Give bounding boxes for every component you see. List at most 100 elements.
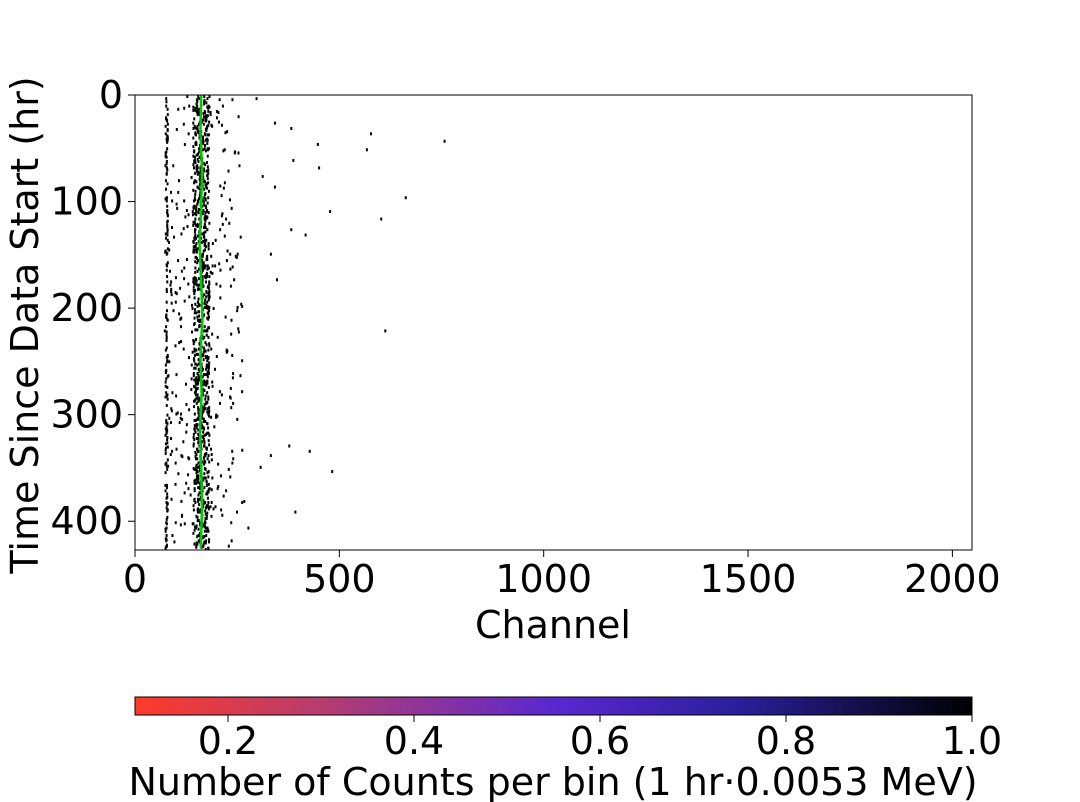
data-point	[200, 413, 203, 417]
data-point	[212, 307, 215, 311]
data-point	[192, 339, 195, 343]
data-point	[193, 340, 196, 344]
data-point	[207, 317, 210, 321]
data-point	[192, 245, 195, 249]
data-point	[203, 193, 206, 197]
data-point	[196, 476, 199, 480]
data-point	[174, 521, 177, 525]
data-point	[195, 167, 198, 171]
data-point	[213, 367, 216, 371]
data-point	[205, 210, 208, 214]
data-point	[164, 132, 167, 136]
data-point	[166, 280, 169, 284]
data-point	[197, 376, 200, 380]
data-point	[198, 464, 201, 468]
data-point	[206, 285, 209, 289]
data-point	[185, 402, 188, 406]
data-point	[193, 378, 196, 382]
data-point	[172, 309, 175, 313]
data-point	[207, 547, 210, 550]
data-point	[237, 151, 240, 155]
data-point	[208, 120, 211, 124]
data-point	[205, 255, 208, 259]
data-point	[192, 240, 195, 244]
data-point	[177, 179, 180, 183]
data-point	[165, 500, 168, 504]
data-point	[205, 295, 208, 299]
data-point	[196, 470, 199, 474]
data-point	[205, 245, 208, 249]
data-point	[165, 104, 168, 108]
data-point	[170, 293, 173, 297]
data-point	[194, 328, 197, 332]
data-point	[241, 390, 244, 394]
data-point	[206, 216, 209, 220]
data-point	[166, 168, 169, 172]
data-point	[205, 333, 208, 337]
data-point	[196, 124, 199, 128]
data-point	[204, 394, 207, 398]
data-point	[203, 441, 206, 445]
data-point	[181, 417, 184, 421]
data-point	[225, 217, 228, 221]
data-point	[194, 260, 197, 264]
data-point	[192, 188, 195, 192]
data-point	[178, 341, 181, 345]
data-point	[193, 117, 196, 121]
data-point	[197, 283, 200, 287]
data-point	[198, 207, 201, 211]
data-point	[202, 118, 205, 122]
data-point	[198, 325, 201, 329]
data-point	[165, 166, 168, 170]
data-point	[205, 343, 208, 347]
data-point	[202, 420, 205, 423]
data-point	[205, 539, 208, 543]
data-point	[205, 534, 208, 538]
data-point	[214, 505, 217, 509]
data-point	[205, 447, 208, 451]
data-point	[166, 226, 169, 230]
data-point	[235, 255, 238, 259]
data-point	[196, 283, 199, 287]
data-point	[198, 147, 201, 151]
data-point	[196, 519, 199, 523]
data-point	[193, 487, 196, 491]
data-point	[206, 457, 209, 461]
data-point	[198, 481, 201, 485]
data-point	[195, 453, 198, 457]
data-point	[234, 254, 237, 258]
data-point	[193, 399, 196, 403]
data-point	[191, 213, 194, 217]
data-point	[204, 183, 207, 187]
data-point	[195, 242, 198, 246]
data-point	[210, 347, 213, 351]
data-point	[194, 455, 197, 459]
data-point	[182, 227, 185, 231]
data-point	[188, 295, 191, 299]
plot-background	[135, 95, 972, 550]
data-point	[206, 410, 209, 414]
data-point	[198, 319, 201, 323]
data-point	[165, 464, 168, 468]
data-point	[202, 498, 205, 502]
x-axis-label: Channel	[475, 603, 631, 647]
data-point	[202, 393, 205, 397]
data-point	[166, 182, 169, 186]
data-point	[198, 503, 201, 507]
data-point	[196, 510, 199, 514]
data-point	[204, 460, 207, 464]
data-point	[210, 415, 213, 419]
data-point	[201, 353, 204, 357]
data-point	[204, 230, 207, 234]
data-point	[187, 132, 190, 136]
data-point	[210, 500, 213, 504]
data-point	[192, 342, 195, 346]
data-point	[208, 305, 211, 309]
data-point	[219, 296, 222, 300]
data-point	[194, 189, 197, 193]
data-point	[198, 97, 201, 101]
data-point	[166, 204, 169, 208]
data-point	[170, 301, 173, 305]
data-point	[201, 416, 204, 420]
data-point	[193, 296, 196, 300]
